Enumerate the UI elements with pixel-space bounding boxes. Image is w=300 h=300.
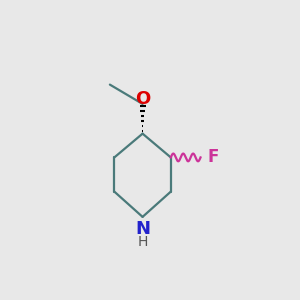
Text: N: N (135, 220, 150, 238)
Text: O: O (135, 91, 150, 109)
Text: F: F (208, 148, 219, 166)
Text: H: H (138, 235, 148, 249)
